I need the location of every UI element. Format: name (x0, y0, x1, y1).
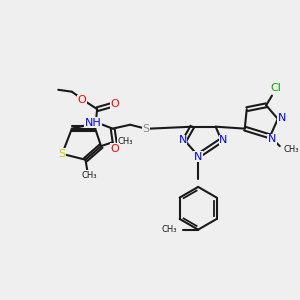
Text: N: N (219, 135, 228, 145)
Text: CH₃: CH₃ (82, 171, 97, 180)
Text: N: N (278, 113, 286, 123)
Text: CH₃: CH₃ (284, 146, 299, 154)
Text: S: S (142, 124, 149, 134)
Text: CH₃: CH₃ (161, 225, 177, 234)
Text: Cl: Cl (270, 83, 281, 93)
Text: S: S (58, 149, 66, 159)
Text: O: O (110, 144, 119, 154)
Text: N: N (178, 135, 187, 145)
Text: NH: NH (85, 118, 102, 128)
Text: N: N (194, 152, 202, 162)
Text: O: O (110, 99, 119, 109)
Text: CH₃: CH₃ (118, 137, 133, 146)
Text: O: O (77, 95, 86, 106)
Text: N: N (268, 134, 276, 144)
